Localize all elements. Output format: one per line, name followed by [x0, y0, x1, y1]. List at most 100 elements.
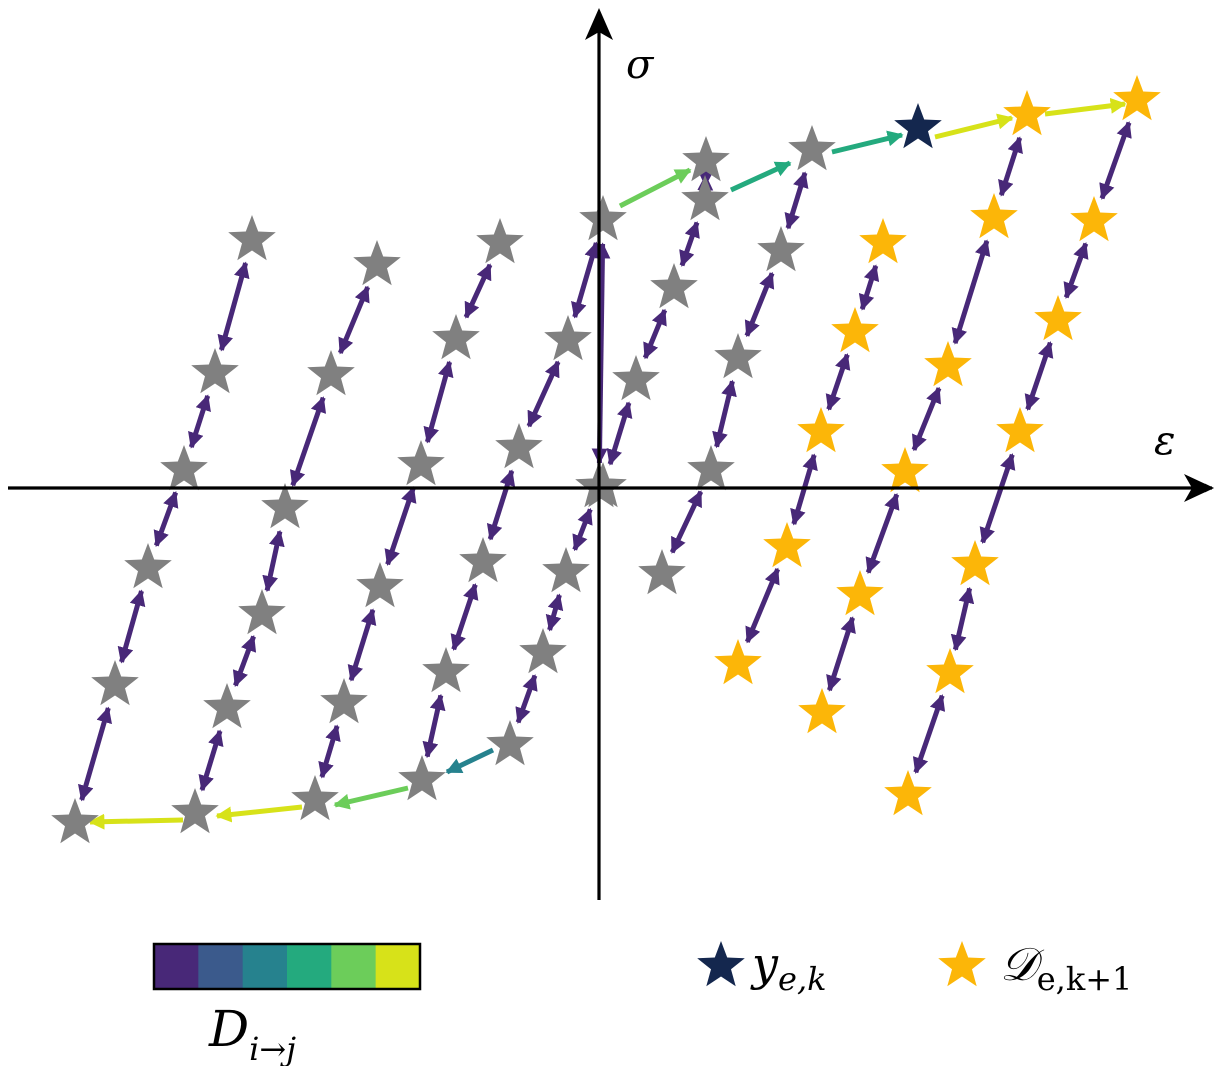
envelope-transition-arrow — [729, 160, 792, 193]
dataset-state-star — [1113, 75, 1161, 121]
colorbar: Di→j — [152, 942, 422, 1066]
branch-transition-arrow — [1024, 341, 1054, 411]
history-state-star — [495, 423, 543, 469]
branch-transition-arrow — [979, 453, 1016, 544]
branch-transition-arrow — [784, 171, 809, 230]
branch-transition-arrow — [463, 263, 493, 319]
star-icon — [938, 941, 986, 987]
branch-transition-arrow — [951, 239, 991, 345]
branch-transition-arrow — [825, 353, 851, 411]
branch-transition-arrow — [911, 386, 942, 452]
history-state-star — [397, 440, 445, 486]
history-state-star — [519, 628, 567, 674]
dataset-state-star — [926, 648, 974, 694]
branch-transition-arrow — [1099, 121, 1132, 200]
dataset-state-star — [884, 770, 932, 816]
colorbar-frame — [152, 942, 422, 991]
history-state-star — [422, 647, 470, 693]
colorbar-label: Di→j — [208, 1000, 296, 1066]
dataset-state-star — [797, 407, 845, 453]
branch-transition-arrow — [858, 264, 880, 311]
colorbar-cell — [242, 944, 288, 989]
branch-transition-arrow — [606, 401, 633, 466]
envelope-transition-arrow — [1044, 97, 1127, 117]
history-state-star — [486, 720, 534, 766]
envelope-transition-arrow — [831, 130, 904, 155]
branch-transition-arrow — [950, 586, 975, 652]
dataset-state-star — [1034, 295, 1082, 341]
branch-transition-arrow — [450, 583, 479, 651]
legend: ye,k 𝒟e,k+1 — [697, 937, 1132, 998]
dataset-state-star — [763, 522, 811, 568]
dataset-state-star — [881, 447, 929, 493]
colorbar-cell — [331, 944, 377, 989]
dataset-state-star — [859, 218, 907, 264]
colorbar-cell — [154, 944, 199, 989]
star-icon — [697, 941, 745, 987]
envelope-transition-arrow — [618, 167, 692, 209]
branch-transition-arrow — [744, 567, 781, 644]
branch-transition-arrow — [198, 729, 224, 792]
branch-transition-arrow — [486, 469, 516, 541]
branch-transition-arrow — [423, 360, 454, 444]
dataset-state-star — [831, 307, 879, 353]
colorbar-cell — [198, 944, 244, 989]
history-state-star — [687, 445, 735, 491]
history-state-star — [160, 445, 208, 491]
strain-axis-arrowhead — [1184, 474, 1214, 502]
history-state-star — [356, 562, 404, 608]
branch-transition-arrow — [826, 616, 856, 692]
envelope-transition-arrow — [934, 113, 1014, 140]
history-state-star — [171, 788, 219, 834]
colorbar-cell — [375, 944, 421, 989]
branch-transition-arrow — [642, 308, 668, 360]
history-state-star — [228, 215, 276, 261]
branch-transition-arrow — [545, 593, 564, 632]
envelope-transition-arrow — [215, 804, 303, 823]
branch-transition-arrow — [1063, 242, 1089, 299]
dataset-state-star — [798, 688, 846, 734]
strain-axis-label: ε — [1154, 418, 1175, 464]
history-state-star — [91, 660, 139, 706]
dataset-state-star — [970, 193, 1018, 239]
branch-transition-arrow — [526, 360, 561, 428]
history-state-star — [579, 462, 627, 508]
history-state-star — [51, 798, 99, 844]
history-state-star — [714, 333, 762, 379]
envelope-transition-arrow — [445, 747, 495, 775]
branch-transition-arrow — [337, 285, 371, 355]
history-state-star — [757, 226, 805, 272]
history-state-star — [681, 175, 729, 221]
history-state-star — [124, 543, 172, 589]
stress-axis-arrowhead — [585, 8, 613, 40]
history-state-star — [650, 263, 698, 309]
history-state-star — [353, 240, 401, 286]
stress-axis-label: σ — [626, 42, 655, 88]
history-state-star — [459, 537, 507, 583]
dataset-state-star — [1003, 90, 1051, 136]
branch-transition-arrow — [78, 706, 112, 802]
history-state-star — [307, 350, 355, 396]
transition-arrows — [78, 97, 1132, 830]
branch-transition-arrow — [347, 608, 377, 682]
history-state-star — [788, 125, 836, 171]
history-state-star — [291, 775, 339, 821]
branch-transition-arrow — [384, 486, 417, 566]
branch-transition-arrow — [998, 136, 1023, 197]
envelope-transition-arrow — [333, 785, 409, 810]
history-state-star — [612, 355, 660, 401]
branch-transition-arrow — [262, 529, 285, 593]
branch-transition-arrow — [318, 724, 341, 779]
history-state-star — [432, 314, 480, 360]
branch-transition-arrow — [744, 271, 775, 338]
dataset-state-star — [714, 639, 762, 685]
history-state-star — [544, 315, 592, 361]
history-state-star — [398, 755, 446, 801]
branch-transition-arrow — [422, 693, 446, 759]
dataset-state-star — [951, 540, 999, 586]
envelope-transition-arrow — [88, 813, 184, 830]
branch-transition-arrow — [912, 694, 946, 774]
history-state-star — [320, 678, 368, 724]
history-state-star — [542, 547, 590, 593]
branch-transition-arrow — [571, 241, 600, 319]
